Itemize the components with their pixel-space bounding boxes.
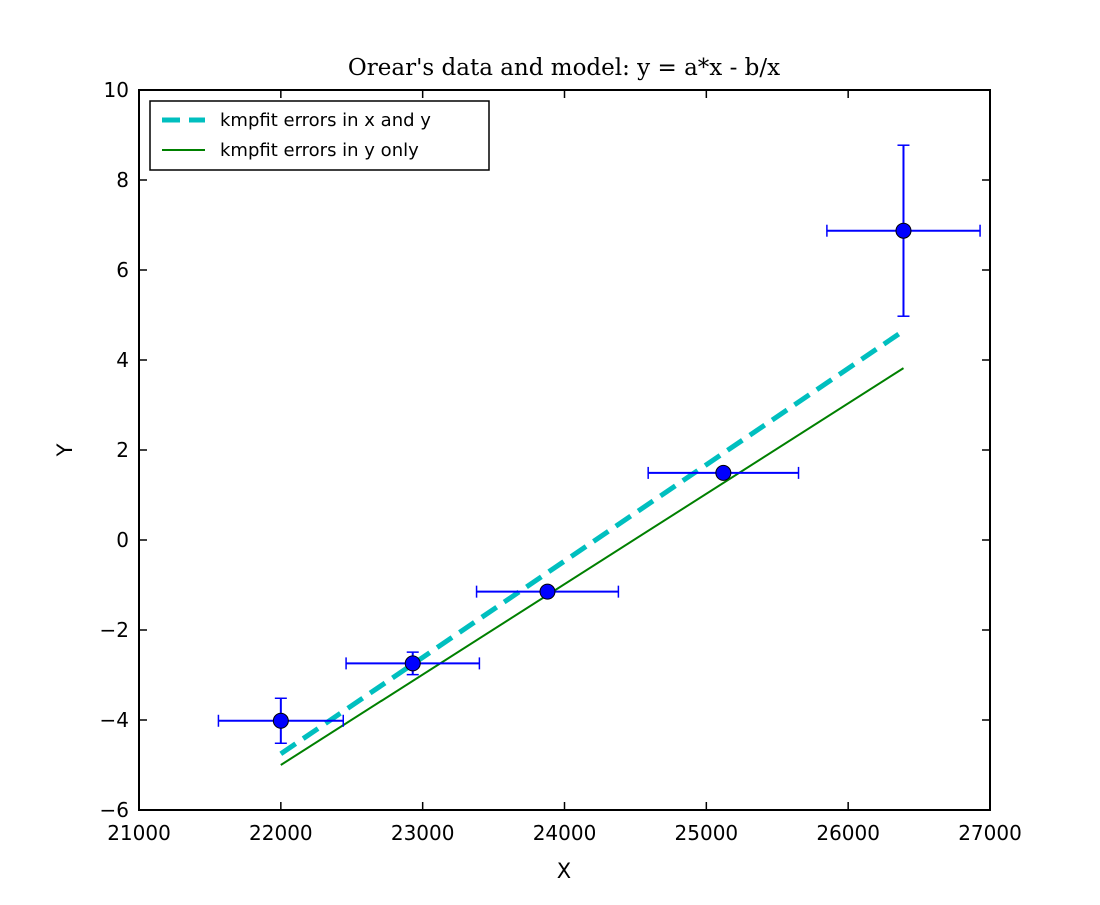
axis-ticks: 21000 22000 23000 24000 25000 26000 27000 −6 −4 −… xyxy=(100,78,1022,845)
x-tick-label: 26000 xyxy=(816,821,880,845)
data-point-group xyxy=(826,144,981,317)
x-tick-label: 27000 xyxy=(958,821,1022,845)
plot-area xyxy=(217,144,981,766)
data-point-group xyxy=(647,464,800,481)
y-tick-label: 6 xyxy=(116,258,129,282)
y-tick-label: −6 xyxy=(100,798,129,822)
data-point-group xyxy=(345,651,481,676)
y-tick-label: −4 xyxy=(100,708,129,732)
data-point-group xyxy=(217,697,344,745)
fit-line-2 xyxy=(280,367,905,766)
y-tick-label: 4 xyxy=(116,348,129,372)
x-tick-label: 21000 xyxy=(107,821,171,845)
x-tick-label: 24000 xyxy=(533,821,597,845)
data-point xyxy=(539,583,556,600)
legend-box xyxy=(149,100,490,171)
y-tick-label: 10 xyxy=(104,78,129,102)
chart-title: Orear's data and model: y = a*x - b/x xyxy=(348,55,780,81)
legend: kmpfit errors in x and y kmpfit errors in… xyxy=(149,100,490,171)
legend-label-2: kmpfit errors in y only xyxy=(220,140,419,161)
y-tick-label: 8 xyxy=(116,168,129,192)
legend-label-1: kmpfit errors in x and y xyxy=(220,110,431,131)
fit-line-1 xyxy=(279,328,905,756)
x-tick-label: 22000 xyxy=(249,821,313,845)
data-point xyxy=(895,222,912,239)
data-point xyxy=(715,464,732,481)
data-point-group xyxy=(475,583,620,600)
plot-frame xyxy=(138,89,991,811)
data-point xyxy=(272,712,289,729)
x-axis-label: X xyxy=(557,859,571,883)
y-axis-label: Y xyxy=(53,443,77,457)
y-tick-label: 0 xyxy=(116,528,129,552)
data-point xyxy=(404,655,421,672)
x-tick-label: 23000 xyxy=(391,821,455,845)
y-tick-label: 2 xyxy=(116,438,129,462)
y-tick-label: −2 xyxy=(100,618,129,642)
x-tick-label: 25000 xyxy=(675,821,739,845)
